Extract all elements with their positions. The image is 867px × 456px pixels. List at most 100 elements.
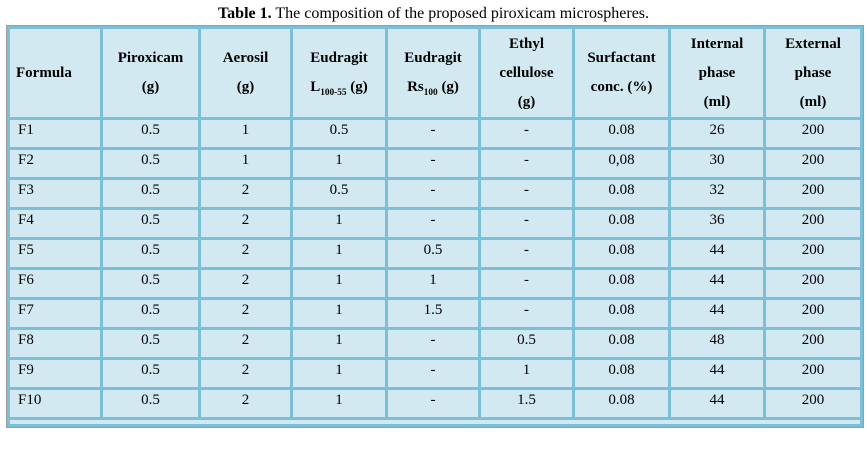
value-cell: 0.08 — [572, 267, 671, 300]
header-label: Aerosil — [222, 50, 269, 66]
value-cell: - — [478, 237, 575, 270]
header-label: phase — [794, 64, 832, 81]
value-cell: 200 — [763, 147, 863, 180]
header-external-phase: External phase (ml) — [763, 26, 863, 120]
composition-table: Formula Piroxicam (g) Aerosil (g) Eudrag… — [6, 25, 864, 428]
value-cell: 0.08 — [572, 177, 671, 210]
value-cell: 0.5 — [100, 207, 201, 240]
formula-cell: F4 — [7, 207, 103, 240]
table-body: F1 0.5 1 0.5- -0.08 26 200 F2 0.5 1 1- -0,08 30 200 F3… — [7, 117, 863, 420]
table-caption-number: Table 1. — [217, 5, 272, 22]
header-label: cellulose — [499, 64, 554, 81]
value-cell: 0.5 — [100, 237, 201, 270]
value-cell: 200 — [763, 297, 863, 330]
table-row: F6 0.5 2 1 1-0.08 44 200 — [7, 267, 863, 300]
header-piroxicam: Piroxicam (g) — [100, 26, 201, 120]
value-cell: - — [385, 357, 481, 390]
value-cell: 200 — [763, 207, 863, 240]
value-cell: 2 — [198, 237, 293, 270]
header-label: Ethyl — [508, 35, 544, 52]
value-cell: - — [478, 117, 575, 150]
value-cell: 200 — [763, 237, 863, 270]
header-label: Eudragit — [404, 50, 462, 66]
header-unit: (g) — [236, 79, 255, 95]
value-cell: 0.08 — [572, 207, 671, 240]
value-cell: - — [478, 267, 575, 300]
table-row: F7 0.5 2 1 1.5-0.08 44 200 — [7, 297, 863, 330]
grade-prefix: L — [310, 79, 321, 95]
grade-unit: (g) — [346, 79, 368, 95]
table-row: F1 0.5 1 0.5- -0.08 26 200 — [7, 117, 863, 150]
value-cell: 1 — [290, 267, 388, 300]
table-row: F2 0.5 1 1- -0,08 30 200 — [7, 147, 863, 180]
value-cell: 2 — [198, 267, 293, 300]
value-cell: 0.5 — [290, 177, 388, 210]
table-row: F10 0.5 2 1-1.5 0.08 44 200 — [7, 387, 863, 420]
value-cell: 1 — [290, 207, 388, 240]
value-cell: 1.5 — [385, 297, 481, 330]
value-cell: - — [478, 207, 575, 240]
value-cell: - — [385, 177, 481, 210]
value-cell: 44 — [668, 297, 766, 330]
filler-cell — [7, 417, 863, 427]
value-cell: - — [385, 327, 481, 360]
value-cell: 0.08 — [572, 297, 671, 330]
value-cell: 26 — [668, 117, 766, 150]
value-cell: - — [478, 297, 575, 330]
formula-cell: F5 — [7, 237, 103, 270]
value-cell: - — [478, 147, 575, 180]
value-cell: 44 — [668, 387, 766, 420]
table-row: F4 0.5 2 1- -0.08 36 200 — [7, 207, 863, 240]
grade-prefix: Rs — [407, 79, 424, 95]
formula-cell: F3 — [7, 177, 103, 210]
formula-cell: F8 — [7, 327, 103, 360]
grade-subscript: 100 — [423, 88, 438, 98]
header-label: Surfactant — [587, 50, 656, 66]
header-unit: (g) — [141, 79, 160, 95]
value-cell: 1 — [290, 147, 388, 180]
table-row: F8 0.5 2 1-0.5 0.08 48 200 — [7, 327, 863, 360]
value-cell: 48 — [668, 327, 766, 360]
value-cell: 32 — [668, 177, 766, 210]
table-header: Formula Piroxicam (g) Aerosil (g) Eudrag… — [7, 26, 863, 120]
table-row: F3 0.5 2 0.5- -0.08 32 200 — [7, 177, 863, 210]
value-cell: 0,08 — [572, 147, 671, 180]
value-cell: 200 — [763, 387, 863, 420]
header-ethyl-cellulose: Ethyl cellulose (g) — [478, 26, 575, 120]
value-cell: 0.5 — [100, 387, 201, 420]
value-cell: 0.5 — [100, 117, 201, 150]
value-cell: 1 — [478, 357, 575, 390]
table-caption: Table 1. The composition of the proposed… — [0, 0, 867, 26]
table-foot — [7, 417, 863, 427]
grade-unit: (g) — [437, 79, 459, 95]
value-cell: 0.5 — [385, 237, 481, 270]
value-cell: 44 — [668, 357, 766, 390]
header-label: Formula — [16, 64, 72, 81]
value-cell: 0.08 — [572, 357, 671, 390]
header-label: phase — [698, 64, 736, 81]
value-cell: 0.5 — [290, 117, 388, 150]
header-row: Formula Piroxicam (g) Aerosil (g) Eudrag… — [7, 26, 863, 120]
value-cell: 1 — [198, 147, 293, 180]
value-cell: 1 — [385, 267, 481, 300]
value-cell: 2 — [198, 207, 293, 240]
value-cell: 0.08 — [572, 237, 671, 270]
header-eudragit-rs: Eudragit Rs100 (g) — [385, 26, 481, 120]
value-cell: - — [385, 387, 481, 420]
value-cell: 0.5 — [100, 327, 201, 360]
value-cell: 2 — [198, 387, 293, 420]
formula-cell: F1 — [7, 117, 103, 150]
value-cell: - — [385, 147, 481, 180]
header-label: Internal — [690, 35, 744, 52]
value-cell: 200 — [763, 117, 863, 150]
value-cell: 0.5 — [478, 327, 575, 360]
header-internal-phase: Internal phase (ml) — [668, 26, 766, 120]
header-surfactant: Surfactant conc. (%) — [572, 26, 671, 120]
value-cell: 0.08 — [572, 327, 671, 360]
value-cell: 0.5 — [100, 177, 201, 210]
value-cell: 1 — [290, 357, 388, 390]
header-unit: (ml) — [703, 93, 731, 110]
value-cell: 2 — [198, 297, 293, 330]
value-cell: 0.08 — [572, 117, 671, 150]
header-grade: L100-55 (g) — [295, 73, 384, 102]
